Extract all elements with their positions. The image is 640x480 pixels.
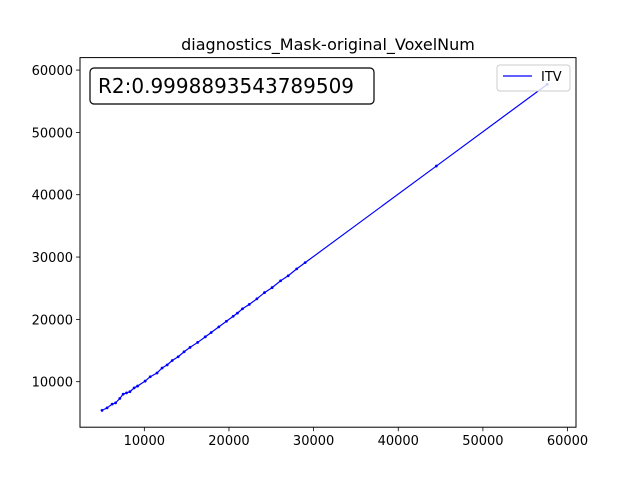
data-point bbox=[209, 331, 213, 334]
data-point bbox=[136, 384, 139, 388]
y-tick-label: 60000 bbox=[32, 64, 73, 79]
r2-annotation: R2:0.9998893543789509 bbox=[98, 74, 354, 98]
data-point bbox=[279, 279, 283, 283]
legend: ITV bbox=[496, 64, 571, 92]
data-point bbox=[241, 307, 244, 311]
data-point bbox=[217, 325, 221, 329]
legend-label-itv: ITV bbox=[541, 70, 562, 85]
data-point bbox=[188, 346, 192, 349]
data-point bbox=[263, 291, 266, 294]
data-point bbox=[303, 261, 307, 265]
data-point bbox=[105, 406, 109, 410]
data-point bbox=[100, 408, 104, 412]
chart-title: diagnostics_Mask-original_VoxelNum bbox=[181, 35, 475, 55]
y-tick-label: 50000 bbox=[32, 126, 73, 141]
x-tick-label: 30000 bbox=[293, 434, 334, 449]
data-point bbox=[196, 341, 200, 344]
data-point bbox=[170, 359, 174, 362]
data-point bbox=[203, 335, 207, 339]
data-point bbox=[128, 390, 132, 394]
y-tick-label: 10000 bbox=[32, 376, 73, 391]
series-line-itv bbox=[101, 83, 548, 411]
data-point bbox=[143, 379, 147, 383]
x-tick-label: 50000 bbox=[462, 434, 503, 449]
y-tick-label: 30000 bbox=[32, 251, 73, 266]
y-tick-label: 20000 bbox=[32, 313, 73, 328]
y-axis: 10000 20000 30000 40000 50000 60000 bbox=[32, 64, 80, 391]
data-point bbox=[165, 363, 169, 367]
x-tick-label: 20000 bbox=[208, 434, 249, 449]
data-point bbox=[236, 311, 239, 315]
data-point bbox=[225, 319, 228, 323]
x-tick-label: 10000 bbox=[124, 434, 165, 449]
y-tick-label: 40000 bbox=[32, 189, 73, 204]
data-point bbox=[110, 402, 114, 406]
data-point bbox=[286, 274, 290, 278]
data-point bbox=[247, 303, 251, 306]
x-tick-label: 60000 bbox=[547, 434, 588, 449]
data-point bbox=[231, 314, 235, 318]
data-point bbox=[295, 267, 299, 271]
data-point bbox=[182, 350, 186, 354]
data-point bbox=[155, 371, 159, 375]
plot-frame bbox=[79, 57, 577, 428]
data-point bbox=[132, 386, 136, 390]
data-point bbox=[125, 391, 128, 395]
data-point bbox=[160, 366, 164, 370]
data-point bbox=[114, 401, 117, 405]
x-tick-label: 40000 bbox=[378, 434, 419, 449]
data-point bbox=[176, 355, 180, 359]
r2-annotation-box: R2:0.9998893543789509 bbox=[89, 67, 375, 105]
data-point bbox=[434, 164, 438, 168]
data-point bbox=[255, 297, 259, 301]
data-point bbox=[118, 397, 122, 400]
series-layer bbox=[100, 83, 549, 412]
x-axis: 10000 20000 30000 40000 50000 60000 bbox=[124, 427, 588, 449]
data-point bbox=[121, 392, 125, 396]
data-point bbox=[270, 286, 274, 289]
data-point bbox=[148, 375, 152, 379]
